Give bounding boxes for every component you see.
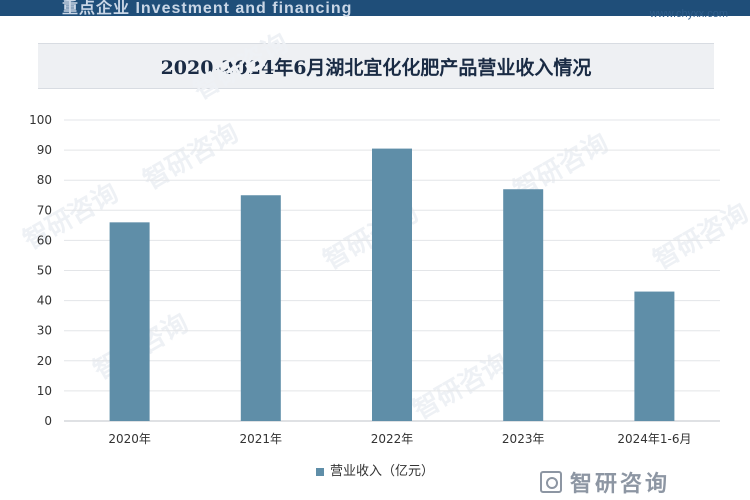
watermark-text: 智研咨询 [408, 347, 514, 426]
y-tick-label: 40 [37, 294, 52, 308]
chart-title: 2020-2024年6月湖北宜化化肥产品营业收入情况 [160, 56, 592, 79]
bars [109, 148, 675, 421]
brand-logo-icon [540, 471, 562, 493]
x-tick-label: 2024年1-6月 [617, 432, 691, 446]
header-accent-bar [0, 0, 750, 16]
bar [372, 148, 412, 421]
y-tick-label: 20 [37, 354, 52, 368]
y-tick-label: 70 [37, 203, 52, 217]
header-strip: 重点企业 Investment and financing www.chyxx.… [0, 0, 750, 28]
x-tick-label: 2023年 [502, 432, 545, 446]
y-tick-label: 50 [37, 264, 52, 278]
legend-swatch [315, 467, 324, 476]
chart-title-box: 2020-2024年6月湖北宜化化肥产品营业收入情况 [38, 43, 714, 89]
bar [109, 222, 150, 421]
header-website: www.chyxx.com [649, 8, 728, 20]
y-tick-label: 60 [37, 233, 52, 247]
y-tick-label: 30 [37, 324, 52, 338]
y-tick-label: 90 [37, 143, 52, 157]
y-tick-label: 100 [29, 113, 52, 127]
bar [240, 195, 281, 421]
x-tick-label: 2020年 [108, 432, 151, 446]
x-tick-label: 2022年 [371, 432, 414, 446]
x-tick-label: 2021年 [240, 432, 283, 446]
brand-footer: 智研咨询 [540, 466, 670, 498]
watermark-text: 智研咨询 [18, 177, 124, 256]
y-tick-label: 10 [37, 384, 52, 398]
bar [634, 291, 675, 421]
watermark-text: 智研咨询 [648, 197, 750, 276]
y-axis-ticks: 0 10 20 30 40 50 60 70 80 90 100 [29, 113, 52, 428]
y-tick-label: 80 [37, 173, 52, 187]
bar [503, 189, 544, 421]
legend: 营业收入（亿元） [0, 460, 750, 479]
watermark-text: 智研咨询 [188, 27, 294, 106]
watermark-text: 智研咨询 [138, 117, 244, 196]
legend-label: 营业收入（亿元） [329, 464, 434, 479]
x-axis-ticks: 2020年 2021年 2022年 2023年 2024年1-6月 [108, 432, 691, 446]
brand-name: 智研咨询 [570, 472, 671, 497]
y-tick-label: 0 [44, 414, 52, 428]
header-section-title: 重点企业 Investment and financing [62, 0, 353, 17]
